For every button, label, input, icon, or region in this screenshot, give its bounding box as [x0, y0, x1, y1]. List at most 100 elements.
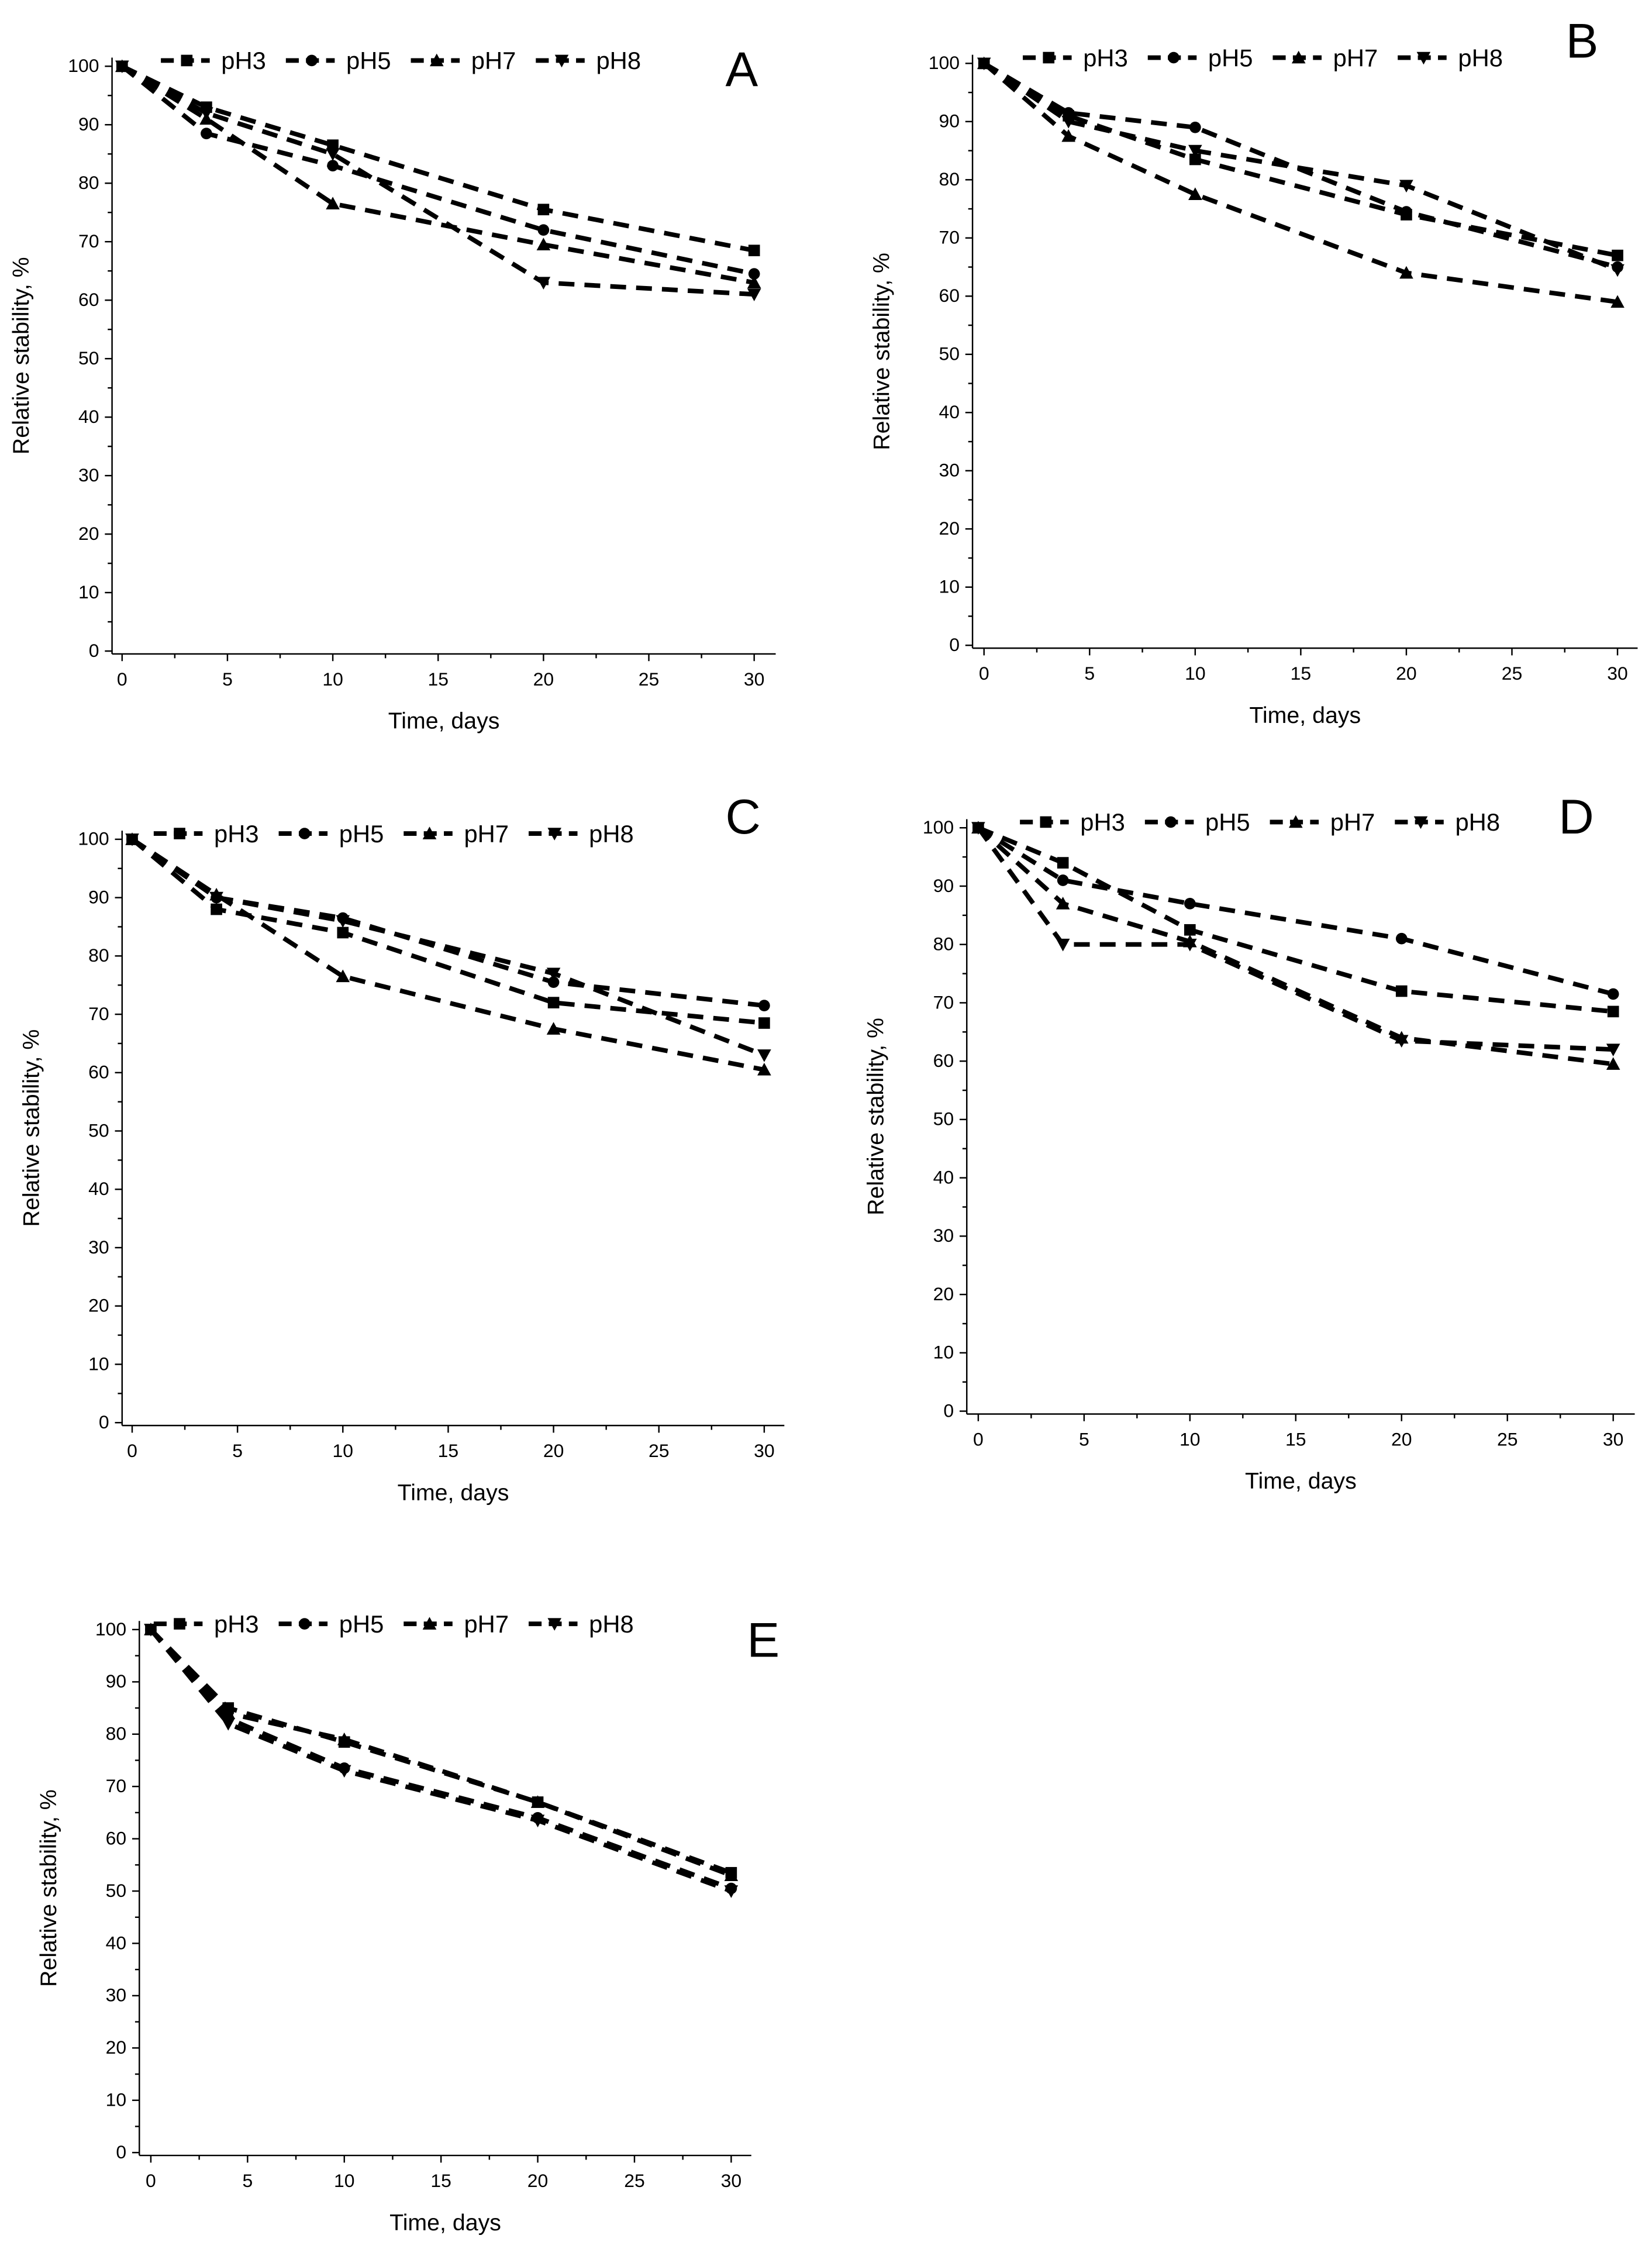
y-tick-label: 60 [78, 289, 99, 310]
data-point [1401, 206, 1412, 218]
x-tick-label: 30 [744, 669, 765, 690]
y-tick-label: 90 [939, 111, 960, 132]
y-tick-label: 90 [106, 1671, 127, 1692]
data-point [1610, 295, 1625, 308]
panel-c: 0 10 20 30 40 50 60 70 80 90 100 0 5 10 15 20 25 30 Time, … [18, 789, 785, 1506]
legend-item-ph8: pH8 [536, 47, 641, 74]
legend-marker [306, 54, 318, 67]
data-point [1612, 249, 1623, 261]
legend-label: pH3 [1083, 44, 1128, 71]
y-tick-label: 0 [949, 634, 960, 655]
series-line [982, 61, 1618, 305]
y-tick-label: 100 [68, 55, 99, 76]
series-ph5 [972, 822, 1619, 1000]
series-ph5 [116, 60, 760, 280]
data-point [758, 1000, 770, 1011]
y-tick-label: 80 [933, 934, 954, 955]
legend-item-ph5: pH5 [278, 1610, 384, 1638]
legend-item-ph8: pH8 [528, 1610, 634, 1638]
x-tick-label: 30 [1603, 1429, 1624, 1450]
series-line [120, 64, 755, 285]
data-point [757, 1049, 771, 1062]
series-line [149, 1628, 732, 1891]
data-point [1184, 924, 1196, 936]
y-tick-label: 70 [78, 230, 99, 252]
y-tick-label: 20 [88, 1295, 109, 1316]
y-tick-label: 30 [939, 460, 960, 481]
x-tick-label: 30 [754, 1440, 775, 1461]
x-tick-label: 25 [1502, 663, 1523, 684]
x-tick-label: 0 [973, 1429, 984, 1450]
legend-label: pH8 [589, 820, 634, 848]
legend-item-ph7: pH7 [1272, 44, 1378, 71]
data-point [546, 1022, 561, 1035]
data-point [1057, 874, 1069, 886]
legend-marker [1168, 51, 1179, 64]
panel-b: 0 10 20 30 40 50 60 70 80 90 100 0 5 10 15 20 25 30 Time, … [869, 13, 1638, 728]
x-tick-label: 5 [242, 2170, 253, 2191]
legend-item-ph5: pH5 [1144, 808, 1250, 836]
series-line [130, 837, 765, 1072]
data-point [1607, 988, 1619, 1000]
y-tick-label: 80 [78, 172, 99, 193]
series-ph7 [977, 56, 1625, 308]
x-tick-label: 5 [1084, 663, 1095, 684]
data-point [1061, 129, 1075, 142]
series-line [982, 61, 1619, 270]
data-point [536, 277, 551, 290]
panel-label: D [1558, 789, 1594, 844]
legend-marker [1291, 50, 1306, 64]
panel-d: 0 10 20 30 40 50 60 70 80 90 100 0 5 10 15 20 25 30 Time, … [863, 789, 1635, 1494]
legend-label: pH8 [589, 1610, 634, 1638]
data-point [1183, 938, 1197, 952]
x-tick-label: 30 [721, 2170, 742, 2191]
data-point [1394, 1035, 1409, 1048]
data-point [1056, 938, 1070, 952]
legend-item-ph7: pH7 [411, 47, 516, 74]
legend-marker [298, 1618, 311, 1630]
y-tick-label: 70 [933, 991, 954, 1012]
data-point [1399, 266, 1413, 279]
x-tick-label: 15 [438, 1440, 459, 1461]
y-tick-label: 0 [116, 2141, 126, 2162]
series-line [149, 1628, 732, 1893]
legend-item-ph8: pH8 [1398, 44, 1503, 71]
data-point [537, 224, 550, 236]
series-line [120, 64, 755, 277]
x-tick-label: 15 [430, 2170, 451, 2191]
x-axis-label: Time, days [1245, 1468, 1357, 1494]
y-tick-label: 10 [88, 1353, 109, 1374]
legend-marker [181, 54, 193, 67]
y-tick-label: 80 [939, 168, 960, 190]
y-tick-label: 90 [78, 113, 99, 135]
x-tick-label: 15 [427, 669, 449, 690]
legend-marker [547, 1618, 562, 1631]
data-point [199, 107, 213, 120]
data-point [747, 288, 761, 301]
series-ph8 [115, 60, 761, 301]
data-point [1610, 264, 1625, 277]
series-line [130, 837, 765, 1008]
legend-marker [554, 54, 569, 68]
legend-marker [1043, 51, 1055, 64]
legend-item-ph8: pH8 [1395, 808, 1500, 836]
legend-item-ph5: pH5 [285, 47, 391, 74]
series-line [977, 825, 1614, 1014]
series-ph3 [978, 57, 1623, 261]
data-point [536, 237, 551, 251]
y-tick-label: 60 [88, 1062, 109, 1083]
data-point [1184, 898, 1196, 910]
x-axis-label: Time, days [398, 1480, 509, 1506]
legend-item-ph3: pH3 [153, 1610, 259, 1638]
data-point [337, 927, 349, 939]
legend-label: pH7 [464, 820, 509, 848]
y-tick-label: 30 [106, 1985, 127, 2006]
series-line [130, 837, 765, 1058]
legend-marker [422, 1617, 437, 1630]
x-tick-label: 10 [334, 2170, 355, 2191]
data-point [1399, 180, 1413, 193]
legend-item-ph5: pH5 [1147, 44, 1253, 71]
y-tick-label: 90 [88, 886, 109, 907]
y-tick-label: 90 [933, 875, 954, 896]
legend-item-ph8: pH8 [528, 820, 634, 848]
